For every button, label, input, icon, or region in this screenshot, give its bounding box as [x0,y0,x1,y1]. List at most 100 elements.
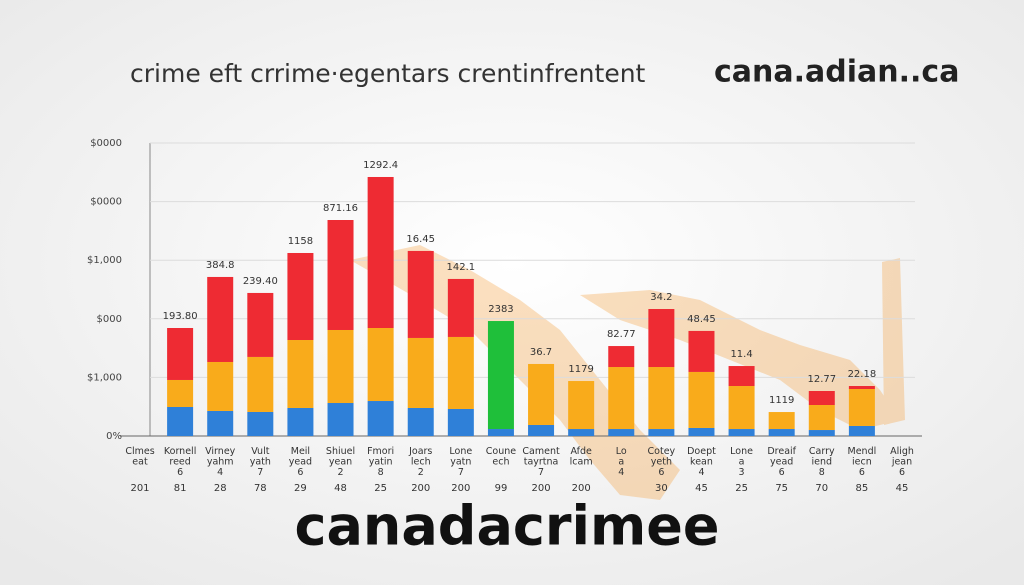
bar-segment [728,366,755,387]
bar-segment [848,389,875,426]
x-tick-label: Lone a 3 [730,446,753,478]
bar-segment [688,330,715,372]
bar-segment [287,340,314,408]
bottom-row-value: 200 [451,483,470,494]
bottom-row-value: 45 [695,483,708,494]
bar-label: 34.2 [650,292,672,303]
bar-label: 22.18 [848,369,877,380]
bar-label: 1179 [568,364,593,375]
bar-segment [247,411,274,436]
y-tick-label: $000 [97,314,122,325]
bottom-row-value: 81 [174,483,187,494]
bar-segment [848,425,875,436]
bottom-row-value: 200 [572,483,591,494]
bar-segment [728,429,755,436]
wordmark: canadacrimee [294,495,719,558]
bar-segment [768,412,795,430]
x-tick-label: Dreaif yead 6 [767,446,796,478]
bar-label: 82.77 [607,329,636,340]
bar-segment [447,278,474,337]
bottom-row-value: 70 [815,483,828,494]
bottom-row-value: 28 [214,483,227,494]
y-tick-label: $1,000 [87,255,122,266]
bar-label: 384.8 [206,260,235,271]
bar-segment [848,386,875,390]
bar-label: 1119 [769,395,794,406]
bar-label: 142.1 [447,262,476,273]
title: crime eft crrime·egentars crentinfrenten… [130,59,646,88]
bar-segment [287,407,314,436]
brand: cana.adian..ca [714,55,959,90]
bar-segment [447,336,474,409]
bar-segment [327,220,354,330]
x-tick-label: Cotey yeth 6 [648,446,676,478]
bar-segment [447,408,474,436]
bar-segment [207,276,234,362]
bar-segment [247,292,274,357]
bottom-row-value: 201 [130,483,149,494]
bottom-row-value: 25 [374,483,387,494]
bar-segment [167,328,194,380]
y-tick-label: 0% [106,431,122,442]
x-tick-label: Virney yahm 4 [205,446,236,478]
bar-segment [487,429,514,436]
bar-segment [207,410,234,436]
x-tick-label: Cament tayrtna 7 [522,446,560,478]
bar-label: 2383 [488,304,513,315]
bar-segment [367,176,394,329]
bar-segment [688,427,715,436]
bar-segment [768,429,795,436]
bar-label: 11.4 [730,349,752,360]
bottom-row-value: 29 [294,483,307,494]
bar-segment [528,424,555,436]
x-tick-label: Kornell reed 6 [164,446,196,478]
bar-label: 1292.4 [363,160,398,171]
bar-segment [407,250,434,338]
bar-segment [608,346,635,368]
bar-label: 871.16 [323,203,358,214]
bar-segment [648,429,675,436]
bar-segment [728,386,755,430]
bottom-row-value: 30 [655,483,668,494]
bar-segment [367,328,394,402]
bar-segment [487,321,514,430]
bar-label: 239.40 [243,276,278,287]
x-tick-label: Carry iend 8 [809,446,835,478]
bottom-row-value: 99 [495,483,508,494]
x-tick-label: Joars lech 2 [408,446,432,478]
bar-segment [608,429,635,436]
x-tick-label: Vult yath 7 [250,446,271,478]
y-tick-label: $0000 [90,138,122,149]
bar-label: 48.45 [687,314,716,325]
bottom-row-value: 200 [411,483,430,494]
bottom-row-value: 45 [896,483,909,494]
bottom-row-value: 75 [775,483,788,494]
x-tick-label: Lone yatn 7 [449,446,472,478]
bar-segment [287,252,314,341]
bar-segment [207,361,234,411]
bar-segment [407,407,434,436]
bar-label: 16.45 [406,234,435,245]
bar-label: 1158 [288,236,313,247]
bar-segment [568,429,595,436]
bottom-row-value: 85 [856,483,869,494]
bar-segment [367,401,394,436]
bar-segment [167,379,194,407]
bar-segment [247,356,274,412]
bar-segment [327,403,354,436]
bottom-row-value: 25 [735,483,748,494]
x-tick-label: Shiuel yean 2 [326,446,355,478]
x-tick-label: Meil yead 6 [289,446,312,478]
y-tick-label: $1,000 [87,372,122,383]
bar-segment [608,367,635,430]
bar-segment [648,367,675,430]
bar-segment [808,390,835,406]
bar-segment [568,381,595,430]
bar-segment [327,329,354,404]
bar-segment [648,309,675,368]
x-tick-label: Afde lcam [570,446,593,467]
bar-segment [167,406,194,436]
bottom-row-value: 200 [532,483,551,494]
x-tick-label: Clmes eat [125,446,154,467]
